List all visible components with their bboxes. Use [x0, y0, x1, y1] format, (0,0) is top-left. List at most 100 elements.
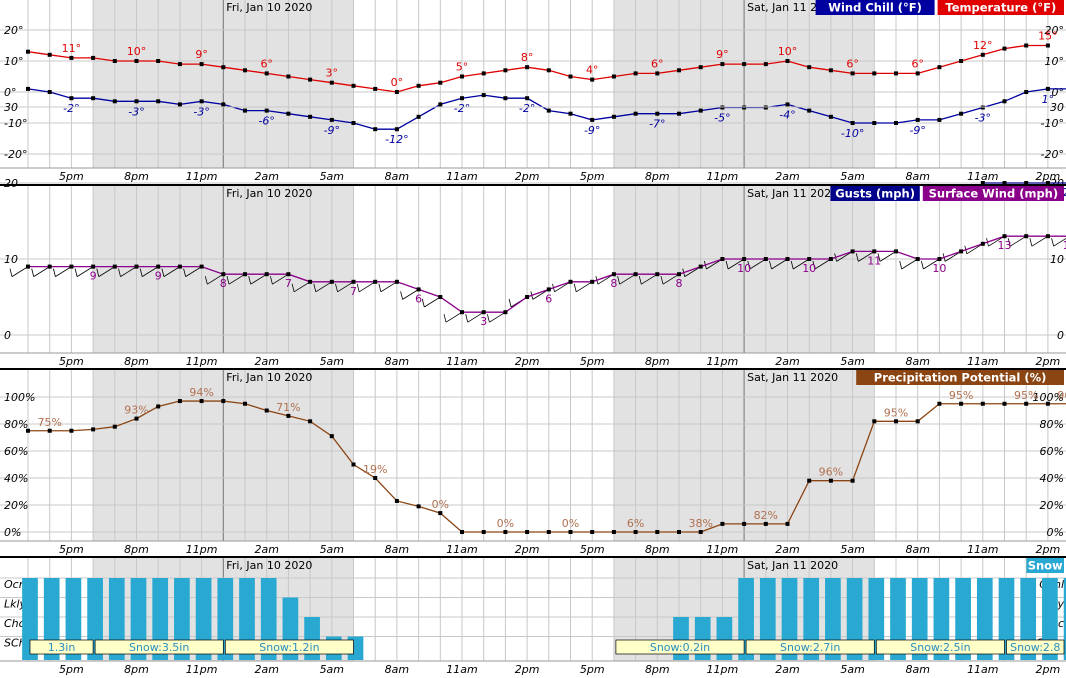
surface-wind-line-point — [1024, 234, 1029, 239]
wind-chill-line-point — [1045, 86, 1050, 91]
y-tick-label-left: Chc — [4, 617, 25, 630]
wind-barb — [489, 311, 506, 323]
surface-wind-line-point — [959, 249, 964, 254]
wind-barb — [185, 266, 202, 277]
x-tick-label: 11am — [446, 663, 477, 676]
surface-wind-line-point — [221, 272, 226, 277]
wind-barb — [792, 258, 810, 270]
wind-chill-line-point — [677, 111, 681, 116]
x-tick-label: 11pm — [186, 543, 218, 556]
wind-barb — [228, 273, 246, 285]
snow-bar — [152, 578, 169, 660]
temperature-line-point — [438, 80, 443, 85]
precip-line-point — [568, 530, 573, 534]
wind-chill-label: -12° — [385, 133, 408, 146]
x-tick-label: 8pm — [124, 543, 149, 556]
precip-line-point — [308, 419, 313, 424]
snow-bar — [239, 578, 255, 660]
x-tick-label: 2pm — [1036, 663, 1061, 676]
wind-barb — [250, 273, 267, 285]
precip-line-point — [742, 521, 747, 526]
surface-wind-line-point — [894, 249, 898, 254]
wind-barb — [1051, 238, 1054, 247]
wind-barb — [923, 258, 940, 270]
temperature-line-point — [91, 55, 96, 60]
wind-barb — [402, 289, 419, 300]
temperature-line-point — [763, 62, 768, 67]
wind-barb — [313, 283, 317, 292]
wind-chill-line-point — [937, 117, 942, 122]
wind-barb — [749, 258, 767, 270]
wind-barb — [641, 273, 658, 285]
precip-line-point — [937, 401, 942, 406]
surface-wind-label: 8 — [610, 277, 617, 290]
temperature-line-point — [243, 68, 247, 73]
temperature-label: 6° — [911, 57, 924, 70]
precip-line-point — [807, 478, 812, 483]
y-tick-label-left: -10° — [4, 117, 27, 130]
wind-barb — [163, 266, 181, 277]
wind-chill-line-point — [655, 111, 660, 116]
wind-chill-line-point — [698, 108, 703, 113]
temperature-label: 10° — [778, 45, 798, 58]
x-tick-label: 2pm — [515, 170, 540, 183]
temperature-line-point — [394, 90, 399, 94]
temperature-line-point — [373, 86, 378, 91]
x-tick-label: 8am — [905, 170, 929, 183]
precip-label: 96% — [819, 466, 843, 479]
wind-barb — [55, 266, 72, 277]
precip-line-point — [243, 401, 247, 406]
wind-chill-line-point — [568, 111, 573, 116]
legend-box — [815, 0, 935, 15]
temperature-label: 3° — [326, 67, 339, 80]
x-tick-label: 5am — [320, 170, 344, 183]
legend-box — [830, 186, 920, 201]
temperature-line-point — [698, 65, 703, 70]
temperature-line-point — [69, 55, 74, 60]
x-tick-label: 11pm — [186, 170, 218, 183]
wind-barb — [96, 268, 100, 277]
precip-line-point — [785, 521, 790, 526]
wind-chill-line-point — [872, 121, 877, 125]
day-label: Sat, Jan 11 2020 — [747, 371, 838, 384]
wind-barb — [573, 283, 577, 292]
temperature-line-point — [590, 77, 595, 82]
surface-wind-line-point — [568, 279, 573, 284]
temperature-line-point — [828, 68, 833, 73]
surface-wind-label: 10 — [932, 262, 946, 275]
x-tick-label: 2am — [254, 170, 278, 183]
snow-bar — [933, 578, 950, 660]
surface-wind-line-point — [915, 257, 920, 261]
surface-wind-label: 10 — [802, 262, 816, 275]
y-tick-label-left: -20° — [4, 148, 27, 161]
precip-line-point — [503, 530, 508, 534]
wind-barb — [31, 268, 35, 277]
wind-chill-line-point — [373, 127, 378, 132]
temperature-line-point — [156, 59, 161, 63]
y-tick-label-left: 10° — [4, 55, 24, 68]
wind-barb — [684, 266, 701, 277]
surface-wind-line-point — [785, 257, 790, 261]
temperature-line-point — [112, 59, 117, 63]
y-tick-label-left: 20° — [4, 24, 24, 37]
wind-barb — [445, 311, 463, 323]
wind-chill-line-point — [828, 114, 833, 119]
wind-barb — [315, 281, 333, 293]
temperature-line-point — [221, 65, 226, 70]
wind-barb — [465, 314, 469, 323]
surface-wind-line-point — [828, 257, 833, 261]
x-tick-label: 2pm — [1036, 170, 1061, 183]
wind-chill-line-point — [785, 102, 790, 107]
surface-wind-line-point — [850, 249, 855, 254]
precip-line-point — [611, 530, 616, 534]
wind-chill-line-point — [850, 121, 855, 125]
precip-line-point — [720, 521, 725, 526]
wind-barb — [966, 243, 984, 255]
y-tick-label-right: 20% — [1040, 499, 1064, 512]
snow-total-box — [29, 639, 94, 655]
wind-barb — [400, 291, 403, 300]
x-tick-label: 2am — [775, 543, 799, 556]
x-tick-label: 8pm — [124, 170, 149, 183]
x-tick-label: 5am — [840, 170, 864, 183]
surface-wind-line-point — [525, 295, 530, 299]
